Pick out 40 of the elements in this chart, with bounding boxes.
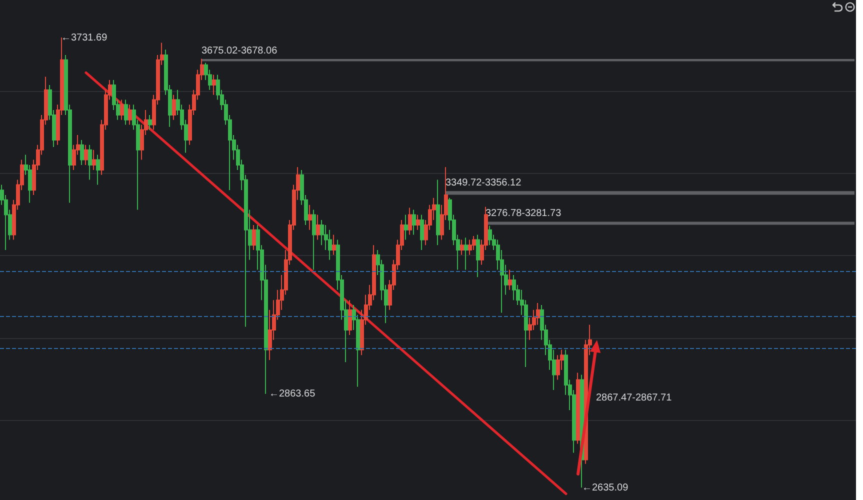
candlestick [460, 239, 464, 256]
candlestick [488, 225, 492, 246]
candlestick [316, 214, 320, 240]
candlestick [128, 104, 132, 126]
candlestick [92, 149, 96, 170]
candlestick [172, 94, 176, 120]
candlestick [88, 144, 92, 180]
candlestick [320, 220, 324, 246]
candlestick [332, 234, 336, 256]
candlestick [468, 239, 472, 256]
annotation: ←3731.69 [61, 32, 108, 44]
candlestick [464, 237, 468, 270]
candlestick [312, 209, 316, 270]
candlestick [476, 234, 480, 278]
band-label: 3349.72-3356.12 [446, 178, 522, 189]
candlestick [436, 179, 440, 246]
candlestick [412, 209, 416, 236]
candlestick [508, 269, 512, 290]
candlestick [308, 204, 312, 230]
candlestick [120, 99, 124, 120]
candlestick [416, 214, 420, 230]
candlestick [96, 154, 100, 186]
annotation: 2867.47-2867.71 [596, 392, 672, 404]
candlestick [84, 144, 88, 166]
candlestick [404, 214, 408, 240]
candlestick [576, 372, 580, 444]
candlestick [124, 99, 128, 126]
candlestick [252, 224, 256, 250]
candlestick [408, 207, 412, 236]
candlestick [328, 229, 332, 260]
candlestick [148, 114, 152, 130]
candlestick [420, 214, 424, 250]
annotation: ←2863.65 [269, 388, 316, 400]
candlestick [512, 274, 516, 301]
band-label: 3675.02-3678.06 [202, 46, 278, 56]
candlestick [80, 139, 84, 166]
annotation: ←2635.09 [582, 482, 629, 494]
candlestick [348, 300, 352, 336]
band-label: 3276.78-3281.73 [486, 208, 562, 220]
candlestick [212, 74, 216, 96]
